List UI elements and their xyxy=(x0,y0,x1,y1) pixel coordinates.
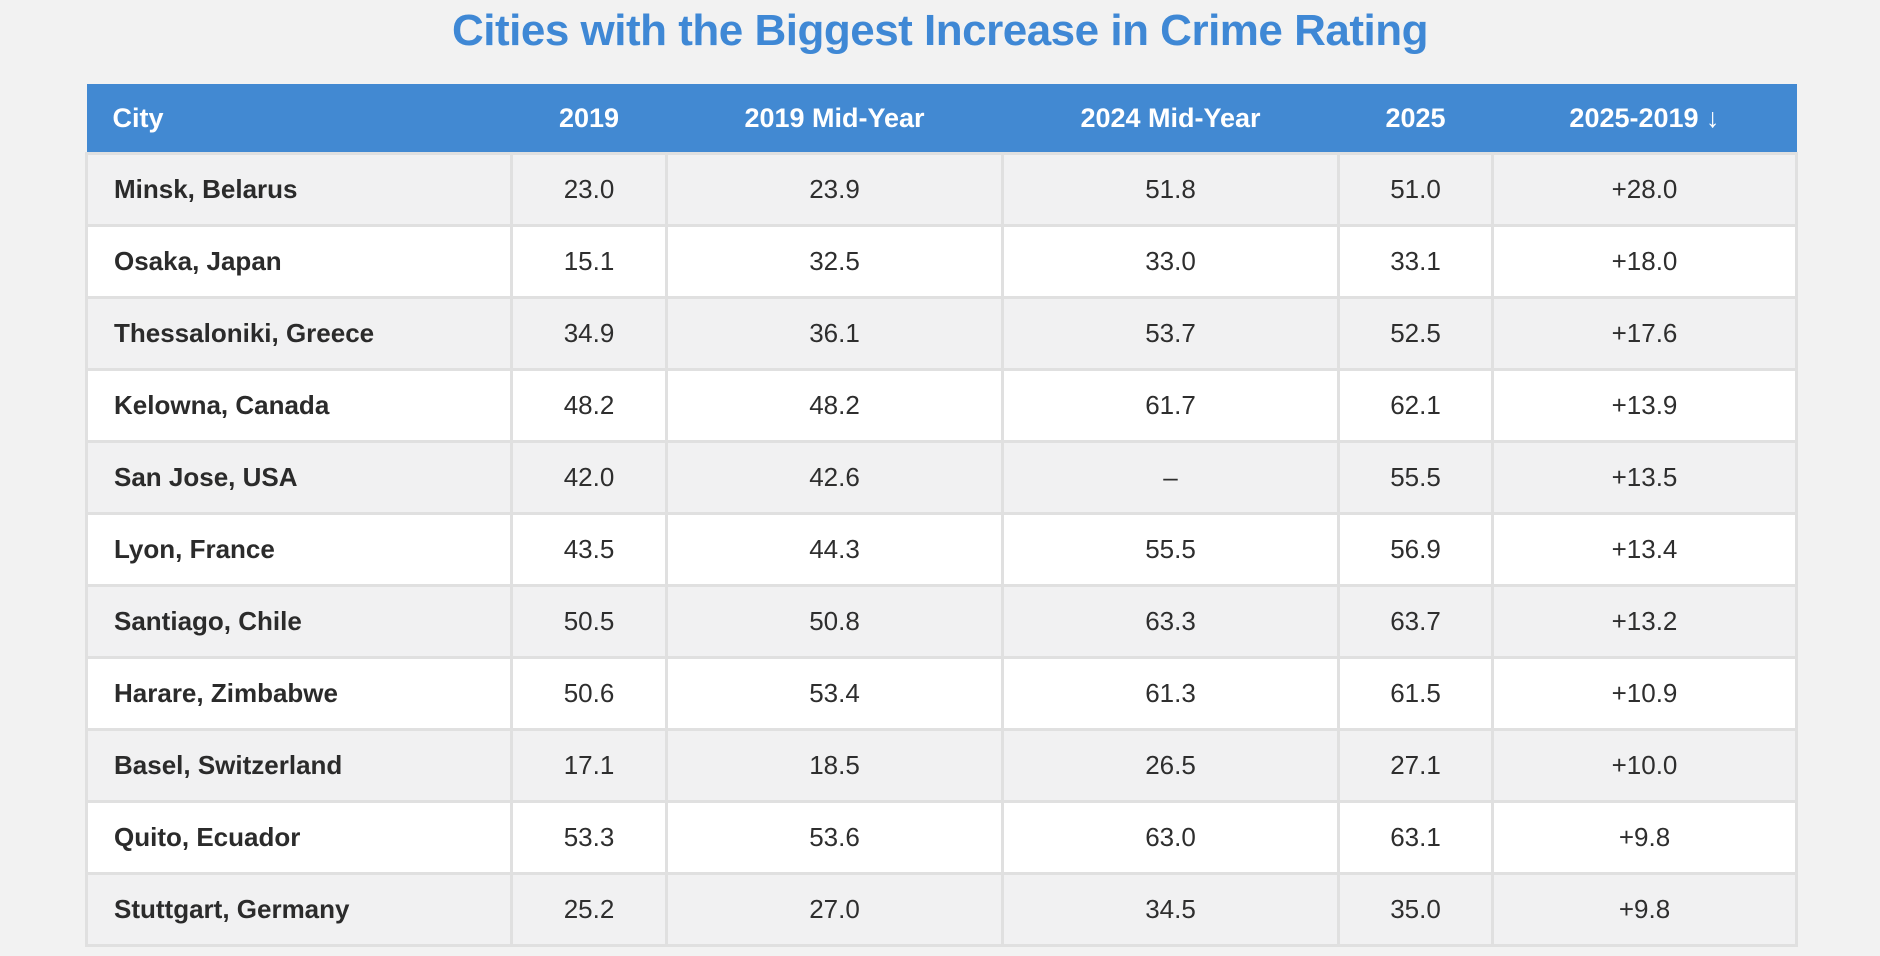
value-cell: 44.3 xyxy=(665,512,1004,587)
value-cell: 43.5 xyxy=(510,512,668,587)
table-row: Basel, Switzerland 17.1 18.5 26.5 27.1 +10.0 xyxy=(85,728,1798,803)
value-cell: 34.9 xyxy=(510,296,668,371)
value-cell: 48.2 xyxy=(665,368,1004,443)
table-row: Minsk, Belarus 23.0 23.9 51.8 51.0 +28.0 xyxy=(85,152,1798,227)
value-cell: +13.9 xyxy=(1491,368,1798,443)
value-cell: 42.6 xyxy=(665,440,1004,515)
value-cell: 62.1 xyxy=(1337,368,1494,443)
city-cell: Kelowna, Canada xyxy=(85,368,513,443)
value-cell: 53.7 xyxy=(1001,296,1340,371)
value-cell: 63.7 xyxy=(1337,584,1494,659)
city-cell: Osaka, Japan xyxy=(85,224,513,299)
value-cell: 18.5 xyxy=(665,728,1004,803)
value-cell: 51.0 xyxy=(1337,152,1494,227)
table-row: Thessaloniki, Greece 34.9 36.1 53.7 52.5 +17.… xyxy=(85,296,1798,371)
city-cell: Thessaloniki, Greece xyxy=(85,296,513,371)
city-cell: Stuttgart, Germany xyxy=(85,872,513,947)
column-header-label: 2025 xyxy=(1385,102,1446,133)
table-row: Osaka, Japan 15.1 32.5 33.0 33.1 +18.0 xyxy=(85,224,1798,299)
column-header-2025-2019[interactable]: 2025-2019 ↓ xyxy=(1492,84,1797,154)
value-cell: 53.4 xyxy=(665,656,1004,731)
value-cell: 63.3 xyxy=(1001,584,1340,659)
table-row: Lyon, France 43.5 44.3 55.5 56.9 +13.4 xyxy=(85,512,1798,587)
value-cell: 42.0 xyxy=(510,440,668,515)
value-cell: 50.5 xyxy=(510,584,668,659)
column-header-2024-mid-year[interactable]: 2024 Mid-Year xyxy=(1002,84,1339,154)
value-cell: +10.0 xyxy=(1491,728,1798,803)
column-header-city[interactable]: City xyxy=(86,84,512,154)
column-header-label: 2025-2019 xyxy=(1569,102,1699,133)
value-cell: +10.9 xyxy=(1491,656,1798,731)
column-header-label: City xyxy=(112,102,164,133)
value-cell: 27.0 xyxy=(665,872,1004,947)
value-cell: 33.0 xyxy=(1001,224,1340,299)
value-cell: 26.5 xyxy=(1001,728,1340,803)
value-cell: 63.1 xyxy=(1337,800,1494,875)
value-cell: – xyxy=(1001,440,1340,515)
value-cell: 52.5 xyxy=(1337,296,1494,371)
value-cell: 56.9 xyxy=(1337,512,1494,587)
value-cell: 61.7 xyxy=(1001,368,1340,443)
value-cell: 55.5 xyxy=(1337,440,1494,515)
value-cell: 48.2 xyxy=(510,368,668,443)
city-cell: Lyon, France xyxy=(85,512,513,587)
value-cell: +13.4 xyxy=(1491,512,1798,587)
city-cell: Minsk, Belarus xyxy=(85,152,513,227)
value-cell: 53.3 xyxy=(510,800,668,875)
value-cell: 25.2 xyxy=(510,872,668,947)
city-cell: San Jose, USA xyxy=(85,440,513,515)
value-cell: +13.2 xyxy=(1491,584,1798,659)
table-body: Minsk, Belarus 23.0 23.9 51.8 51.0 +28.0 Osaka… xyxy=(85,152,1798,947)
value-cell: 61.5 xyxy=(1337,656,1494,731)
table-row: Quito, Ecuador 53.3 53.6 63.0 63.1 +9.8 xyxy=(85,800,1798,875)
value-cell: 23.0 xyxy=(510,152,668,227)
value-cell: 50.8 xyxy=(665,584,1004,659)
crime-ratings-table: City 2019 2019 Mid-Year 2024 Mid-Year 2025 20… xyxy=(85,84,1798,947)
value-cell: +18.0 xyxy=(1491,224,1798,299)
table-header-row: City 2019 2019 Mid-Year 2024 Mid-Year 2025 20… xyxy=(86,84,1797,154)
sort-descending-arrow-icon: ↓ xyxy=(1698,102,1720,133)
value-cell: 55.5 xyxy=(1001,512,1340,587)
city-cell: Santiago, Chile xyxy=(85,584,513,659)
value-cell: 32.5 xyxy=(665,224,1004,299)
value-cell: +9.8 xyxy=(1491,872,1798,947)
value-cell: 50.6 xyxy=(510,656,668,731)
city-cell: Quito, Ecuador xyxy=(85,800,513,875)
value-cell: 51.8 xyxy=(1001,152,1340,227)
value-cell: 33.1 xyxy=(1337,224,1494,299)
column-header-label: 2019 xyxy=(558,102,620,133)
column-header-2019[interactable]: 2019 xyxy=(511,84,667,154)
table-row: Santiago, Chile 50.5 50.8 63.3 63.7 +13.2 xyxy=(85,584,1798,659)
column-header-label: 2024 Mid-Year xyxy=(1080,102,1261,133)
table-row: San Jose, USA 42.0 42.6–55.5 +13.5 xyxy=(85,440,1798,515)
table-row: Harare, Zimbabwe 50.6 53.4 61.3 61.5 +10.9 xyxy=(85,656,1798,731)
column-header-label: 2019 Mid-Year xyxy=(744,102,925,133)
value-cell: +9.8 xyxy=(1491,800,1798,875)
table-header: City 2019 2019 Mid-Year 2024 Mid-Year 2025 20… xyxy=(86,84,1797,154)
value-cell: 53.6 xyxy=(665,800,1004,875)
value-cell: +17.6 xyxy=(1491,296,1798,371)
value-cell: 27.1 xyxy=(1337,728,1494,803)
value-cell: +28.0 xyxy=(1491,152,1798,227)
value-cell: +13.5 xyxy=(1491,440,1798,515)
value-cell: 17.1 xyxy=(510,728,668,803)
city-cell: Basel, Switzerland xyxy=(85,728,513,803)
city-cell: Harare, Zimbabwe xyxy=(85,656,513,731)
value-cell: 61.3 xyxy=(1001,656,1340,731)
page-title: Cities with the Biggest Increase in Crim… xyxy=(452,6,1429,55)
value-cell: 34.5 xyxy=(1001,872,1340,947)
value-cell: 15.1 xyxy=(510,224,668,299)
value-cell: 36.1 xyxy=(665,296,1004,371)
value-cell: 23.9 xyxy=(665,152,1004,227)
column-header-2025[interactable]: 2025 xyxy=(1338,84,1493,154)
value-cell: 63.0 xyxy=(1001,800,1340,875)
column-header-2019-mid-year[interactable]: 2019 Mid-Year xyxy=(666,84,1003,154)
table-row: Stuttgart, Germany 25.2 27.0 34.5 35.0 +9.8 xyxy=(85,872,1798,947)
value-cell: 35.0 xyxy=(1337,872,1494,947)
table-row: Kelowna, Canada 48.2 48.2 61.7 62.1 +13.9 xyxy=(85,368,1798,443)
